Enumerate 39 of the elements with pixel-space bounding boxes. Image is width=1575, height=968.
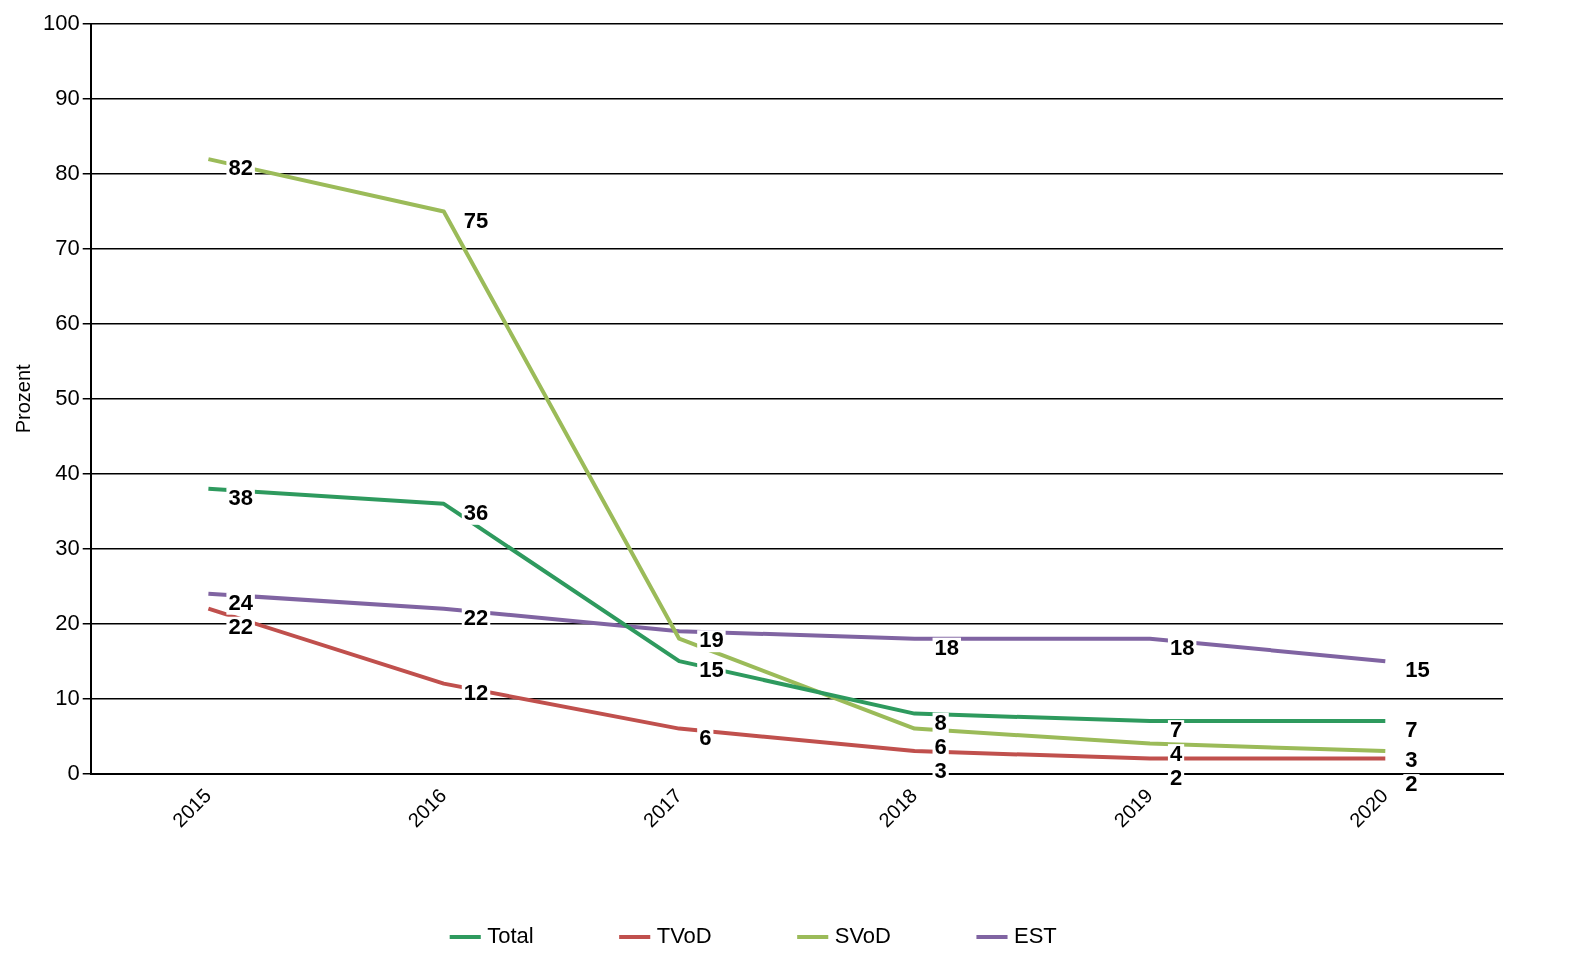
data-label: 8 — [934, 709, 947, 735]
data-label: 38 — [228, 484, 253, 510]
data-label: 12 — [463, 679, 489, 705]
data-label: 3 — [1405, 747, 1418, 773]
y-tick-label: 100 — [42, 10, 80, 36]
y-tick-label: 50 — [55, 384, 80, 410]
data-label: 36 — [463, 499, 489, 525]
data-label: 15 — [699, 657, 724, 683]
y-tick-label: 10 — [55, 684, 80, 710]
data-label: 82 — [228, 155, 253, 181]
data-label: 6 — [699, 724, 712, 750]
y-tick-label: 70 — [55, 235, 80, 261]
data-label: 24 — [228, 589, 254, 615]
y-tick-label: 40 — [55, 459, 80, 485]
data-label: 22 — [228, 613, 253, 639]
data-label: 19 — [699, 627, 724, 653]
y-tick-label: 60 — [55, 310, 80, 336]
data-label: 22 — [463, 604, 489, 630]
y-axis-title: Prozent — [11, 363, 34, 434]
data-label: 7 — [1169, 717, 1183, 743]
data-label: 18 — [1169, 634, 1195, 660]
data-label: 75 — [463, 207, 489, 233]
data-label: 7 — [1405, 717, 1418, 743]
data-label: 3 — [934, 757, 947, 783]
y-tick-label: 90 — [55, 85, 80, 111]
data-label: 6 — [934, 733, 947, 759]
legend-label: EST — [1013, 923, 1057, 949]
data-label: 4 — [1169, 741, 1183, 767]
data-label: 15 — [1405, 657, 1430, 683]
data-label: 2 — [1169, 765, 1183, 791]
legend-label: Total — [487, 923, 534, 949]
data-label: 2 — [1405, 771, 1418, 797]
legend-label: SVoD — [834, 923, 891, 949]
legend-label: TVoD — [656, 923, 712, 949]
y-tick-label: 80 — [55, 160, 80, 186]
y-tick-label: 0 — [67, 759, 80, 785]
data-label: 18 — [934, 634, 960, 660]
y-tick-label: 20 — [55, 609, 80, 635]
y-tick-label: 30 — [55, 534, 80, 560]
